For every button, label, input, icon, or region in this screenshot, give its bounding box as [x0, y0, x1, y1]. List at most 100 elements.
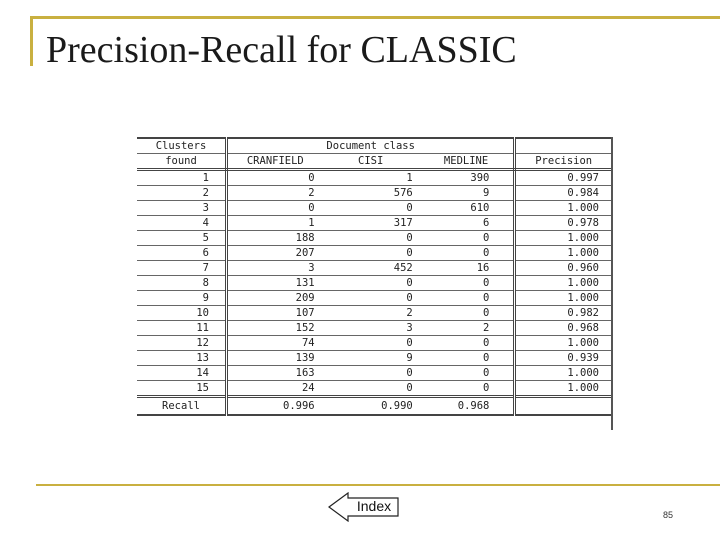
recall-label: Recall [137, 395, 228, 416]
precision-cell: 0.978 [514, 215, 611, 231]
recall-cranfield: 0.996 [226, 395, 323, 416]
table-row: 12 74 0 0 1.000 [137, 335, 611, 351]
table-row: 4 1 317 6 0.978 [137, 215, 611, 231]
precision-recall-table: Clusters Document class found CRANFIELD … [137, 137, 613, 430]
clusters-found-cell: 13 [137, 350, 228, 366]
precision-cell: 1.000 [514, 380, 611, 397]
medline-cell: 0 [418, 275, 517, 291]
page-number: 85 [663, 510, 674, 520]
class-header-cisi: CISI [322, 153, 419, 171]
precision-cell: 1.000 [514, 200, 611, 216]
header-tick [30, 16, 33, 66]
table-row: 3 0 0 610 1.000 [137, 200, 611, 216]
cisi-cell: 0 [322, 275, 419, 291]
cranfield-cell: 152 [226, 320, 323, 336]
left-arrow-icon [328, 492, 399, 522]
cisi-cell: 576 [322, 185, 419, 201]
medline-cell: 0 [418, 290, 517, 306]
table-row: 10 107 2 0 0.982 [137, 305, 611, 321]
table-row: 9 209 0 0 1.000 [137, 290, 611, 306]
cisi-cell: 0 [322, 230, 419, 246]
precision-cell: 1.000 [514, 290, 611, 306]
table-row: 14 163 0 0 1.000 [137, 365, 611, 381]
cranfield-cell: 0 [226, 200, 323, 216]
cisi-cell: 0 [322, 200, 419, 216]
clusters-found-cell: 6 [137, 245, 228, 261]
precision-cell: 1.000 [514, 230, 611, 246]
clusters-found-cell: 2 [137, 185, 228, 201]
clusters-found-cell: 10 [137, 305, 228, 321]
clusters-found-cell: 8 [137, 275, 228, 291]
medline-cell: 610 [418, 200, 517, 216]
table-row: 1 0 1 390 0.997 [137, 169, 611, 186]
table-row: 11 152 3 2 0.968 [137, 320, 611, 336]
footer-rule [36, 484, 720, 486]
precision-cell: 0.982 [514, 305, 611, 321]
slide-title: Precision-Recall for CLASSIC [46, 29, 517, 71]
class-header-cranfield: CRANFIELD [226, 153, 323, 171]
cranfield-cell: 107 [226, 305, 323, 321]
clusters-found-cell: 7 [137, 260, 228, 276]
medline-cell: 0 [418, 365, 517, 381]
precision-cell: 0.997 [514, 169, 611, 186]
precision-cell: 0.939 [514, 350, 611, 366]
medline-cell: 0 [418, 230, 517, 246]
clusters-found-cell: 3 [137, 200, 228, 216]
recall-medline: 0.968 [418, 395, 517, 416]
medline-cell: 0 [418, 245, 517, 261]
cisi-cell: 9 [322, 350, 419, 366]
cranfield-cell: 163 [226, 365, 323, 381]
table-body: 1 0 1 390 0.997 2 2 576 9 0.984 3 0 0 610 1.000 4 1 317 6 0… [137, 169, 611, 397]
table-row: 7 3 452 16 0.960 [137, 260, 611, 276]
medline-cell: 0 [418, 350, 517, 366]
cranfield-cell: 1 [226, 215, 323, 231]
precision-cell: 0.984 [514, 185, 611, 201]
precision-cell: 1.000 [514, 335, 611, 351]
class-header-medline: MEDLINE [418, 153, 517, 171]
table-row: 15 24 0 0 1.000 [137, 380, 611, 397]
clusters-header-line2: found [137, 153, 228, 171]
precision-header: Precision [514, 153, 611, 171]
precision-cell: 0.960 [514, 260, 611, 276]
cranfield-cell: 3 [226, 260, 323, 276]
header-rule [30, 16, 720, 19]
precision-cell: 1.000 [514, 365, 611, 381]
cisi-cell: 0 [322, 365, 419, 381]
cranfield-cell: 74 [226, 335, 323, 351]
cranfield-cell: 24 [226, 380, 323, 397]
index-button[interactable]: Index [328, 492, 400, 522]
cisi-cell: 1 [322, 169, 419, 186]
cranfield-cell: 2 [226, 185, 323, 201]
table-row: 6 207 0 0 1.000 [137, 245, 611, 261]
cisi-cell: 0 [322, 245, 419, 261]
clusters-header-line1: Clusters [137, 137, 228, 154]
clusters-found-cell: 12 [137, 335, 228, 351]
medline-cell: 0 [418, 380, 517, 397]
medline-cell: 2 [418, 320, 517, 336]
medline-cell: 390 [418, 169, 517, 186]
table-row: 8 131 0 0 1.000 [137, 275, 611, 291]
cisi-cell: 2 [322, 305, 419, 321]
cranfield-cell: 131 [226, 275, 323, 291]
medline-cell: 9 [418, 185, 517, 201]
table-row: 5 188 0 0 1.000 [137, 230, 611, 246]
clusters-found-cell: 1 [137, 169, 228, 186]
document-class-header: Document class [226, 137, 517, 154]
clusters-found-cell: 9 [137, 290, 228, 306]
precision-cell: 0.968 [514, 320, 611, 336]
medline-cell: 6 [418, 215, 517, 231]
cisi-cell: 452 [322, 260, 419, 276]
precision-cell: 1.000 [514, 245, 611, 261]
cisi-cell: 0 [322, 335, 419, 351]
index-label: Index [356, 498, 392, 514]
medline-cell: 0 [418, 335, 517, 351]
medline-cell: 0 [418, 305, 517, 321]
clusters-found-cell: 4 [137, 215, 228, 231]
cranfield-cell: 209 [226, 290, 323, 306]
clusters-found-cell: 15 [137, 380, 228, 397]
cranfield-cell: 139 [226, 350, 323, 366]
table-row: 13 139 9 0 0.939 [137, 350, 611, 366]
cranfield-cell: 188 [226, 230, 323, 246]
cranfield-cell: 0 [226, 169, 323, 186]
cisi-cell: 3 [322, 320, 419, 336]
